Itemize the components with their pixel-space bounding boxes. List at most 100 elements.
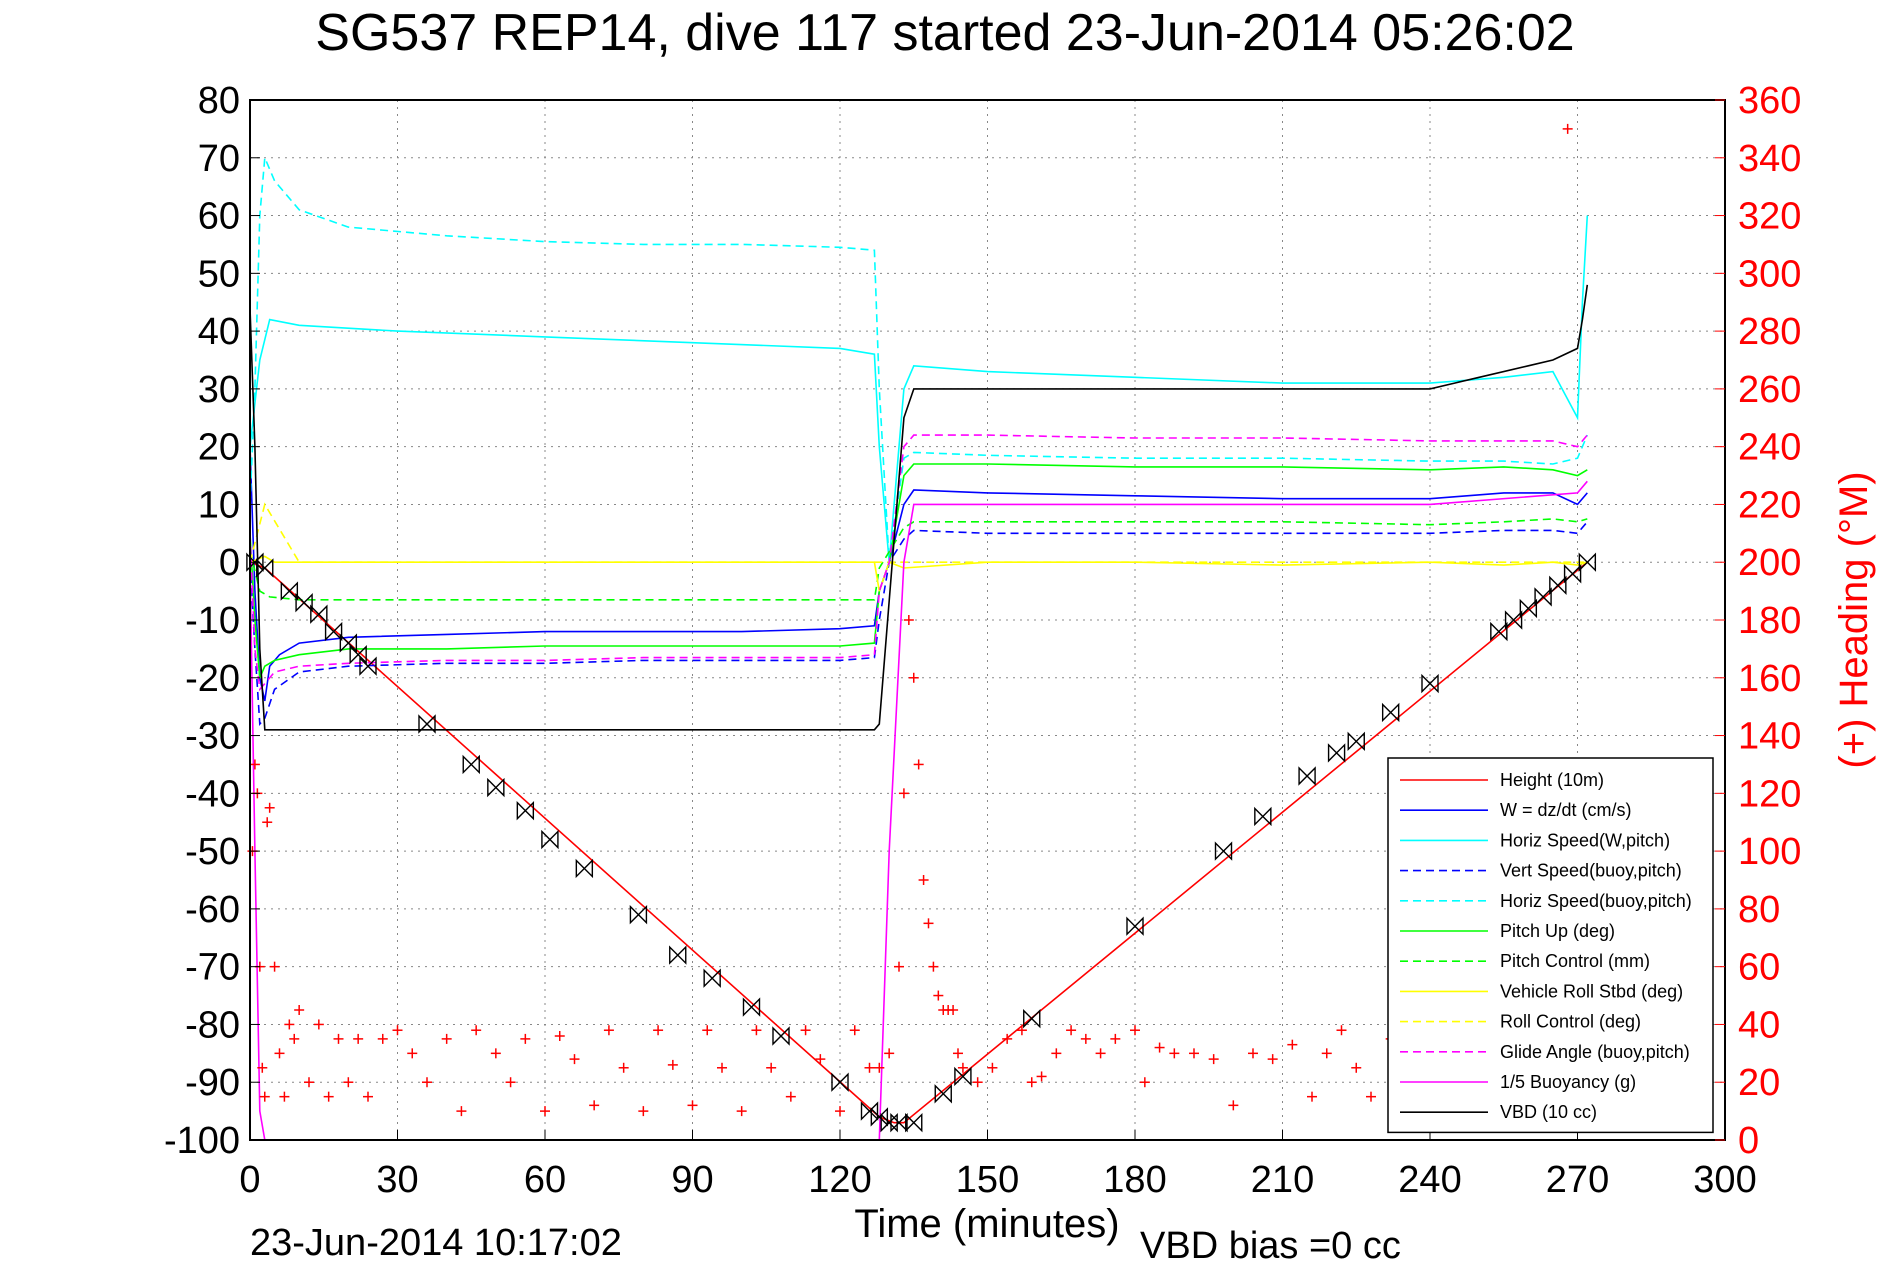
heading-point: [422, 1077, 432, 1088]
heading-point: [1051, 1048, 1062, 1059]
depth-marker: [1504, 610, 1523, 630]
y-tick-label: 0: [219, 542, 240, 584]
heading-point: [392, 1025, 403, 1036]
y2-tick-label: 60: [1738, 947, 1780, 989]
depth-marker: [1490, 621, 1508, 642]
heading-point: [766, 1062, 777, 1073]
y-tick-label: -60: [185, 889, 240, 931]
y-tick-label: -100: [164, 1120, 240, 1162]
y2-tick-labels: 3603403203002802602402202001801601401201…: [1715, 80, 1801, 1162]
depth-marker: [487, 777, 505, 798]
heading-point: [953, 1048, 963, 1059]
x-tick-label: 120: [808, 1159, 871, 1201]
heading-point: [1169, 1048, 1180, 1059]
depth-marker: [541, 829, 559, 850]
heading-point: [849, 1025, 860, 1036]
series-roll-control-deg: [249, 502, 1588, 564]
y2-tick-label: 20: [1738, 1062, 1780, 1104]
heading-point: [903, 615, 914, 625]
y-tick-label: -30: [185, 716, 240, 758]
depth-marker: [324, 621, 343, 642]
heading-point: [835, 1106, 845, 1117]
heading-point: [972, 1077, 983, 1088]
heading-point: [785, 1091, 796, 1102]
heading-point: [1026, 1077, 1037, 1088]
heading-point: [928, 961, 939, 972]
heading-point: [1366, 1091, 1376, 1102]
series-pitch-up-deg: [249, 463, 1588, 679]
x-tick-label: 270: [1546, 1159, 1609, 1201]
x-tick-label: 150: [956, 1159, 1019, 1201]
depth-marker: [742, 997, 761, 1017]
heading-point: [262, 817, 273, 828]
heading-point: [1208, 1054, 1219, 1065]
heading-point: [874, 1062, 885, 1073]
depth-marker: [310, 604, 328, 624]
heading-point: [1307, 1091, 1317, 1102]
depth-marker: [1381, 702, 1400, 723]
heading-point: [815, 1054, 826, 1065]
depth-marker: [1126, 916, 1144, 936]
heading-point: [1562, 123, 1573, 134]
x-tick-label: 240: [1398, 1159, 1461, 1201]
vbd-bias-text: VBD bias =0 cc: [1140, 1225, 1401, 1262]
heading-point: [687, 1100, 698, 1111]
depth-marker: [359, 656, 377, 676]
y-tick-label: -10: [185, 600, 240, 642]
depth-marker: [1549, 575, 1567, 596]
heading-point: [259, 1091, 270, 1102]
depth-marker: [339, 633, 358, 653]
heading-point: [407, 1048, 418, 1059]
heading-point: [653, 1025, 664, 1036]
x-tick-label: 180: [1103, 1159, 1166, 1201]
y-tick-label: 10: [198, 484, 240, 526]
depth-marker: [462, 754, 480, 775]
depth-marker: [954, 1066, 972, 1087]
heading-point: [1080, 1033, 1091, 1044]
heading-point: [1267, 1054, 1278, 1065]
heading-point: [884, 1048, 895, 1059]
heading-point: [923, 918, 934, 929]
depth-marker: [669, 945, 687, 965]
x-tick-label: 300: [1693, 1159, 1756, 1201]
heading-point: [1139, 1077, 1150, 1088]
heading-point: [249, 759, 260, 770]
y-tick-label: 30: [198, 369, 240, 411]
heading-point: [1036, 1071, 1047, 1082]
heading-point: [589, 1100, 600, 1111]
y2-tick-label: 160: [1738, 658, 1801, 700]
marker-group: [246, 552, 1597, 1133]
depth-marker: [295, 592, 313, 613]
y-tick-label: -80: [185, 1004, 240, 1046]
depth-marker: [1347, 731, 1365, 752]
depth-marker: [1298, 766, 1316, 786]
heading-point: [1351, 1062, 1362, 1073]
heading-point: [490, 1048, 501, 1059]
chart-title: SG537 REP14, dive 117 started 23-Jun-201…: [315, 4, 1574, 62]
heading-point: [957, 1062, 968, 1073]
legend-label: 1/5 Buoyancy (g): [1500, 1072, 1636, 1092]
legend: Height (10m) W = dz/dt (cm/s) Horiz Speed(…: [1387, 757, 1714, 1134]
y2-tick-label: 220: [1738, 484, 1801, 526]
heading-point: [313, 1019, 324, 1030]
x-tick-label: 30: [376, 1159, 418, 1201]
heading-point: [894, 961, 904, 972]
depth-marker: [1563, 564, 1582, 584]
heading-point: [274, 1048, 285, 1059]
depth-marker: [349, 644, 367, 665]
depth-marker: [1327, 743, 1346, 763]
y2-tick-label: 140: [1738, 716, 1801, 758]
heading-point: [948, 1005, 959, 1015]
heading-point: [913, 759, 924, 770]
heading-point: [638, 1106, 649, 1117]
depth-marker: [772, 1026, 790, 1046]
x-tick-label: 210: [1251, 1159, 1314, 1201]
depth-marker: [418, 714, 436, 734]
series-glide-angle-buoy-pitch: [249, 434, 1588, 692]
heading-point: [603, 1025, 614, 1036]
heading-point: [1110, 1033, 1121, 1044]
y2-tick-label: 240: [1738, 427, 1801, 469]
heading-point: [1321, 1048, 1332, 1059]
heading-point: [751, 1025, 762, 1036]
